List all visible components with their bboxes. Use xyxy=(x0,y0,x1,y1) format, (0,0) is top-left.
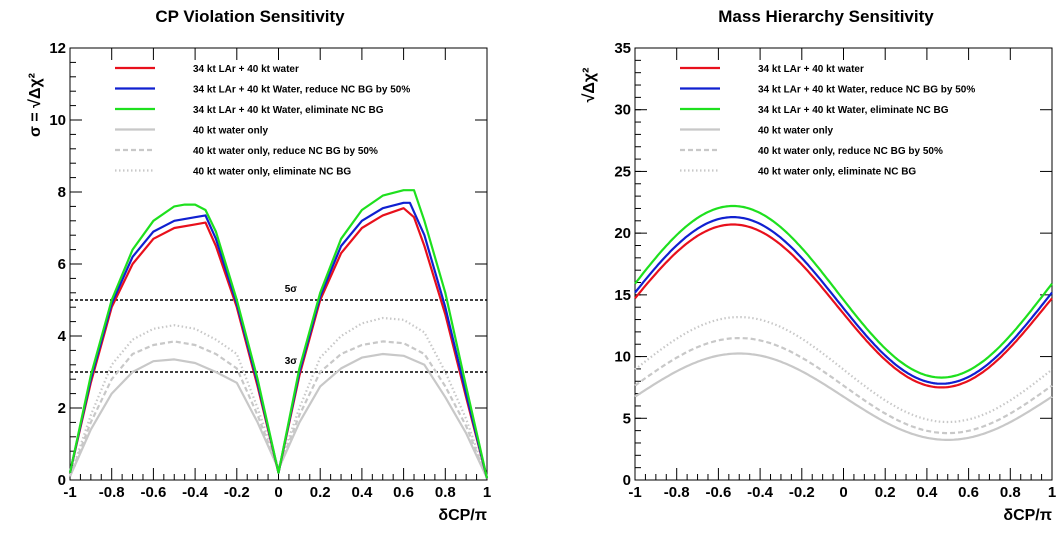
x-tick-label: -0.6 xyxy=(705,484,731,501)
x-tick-label: 0.8 xyxy=(435,484,456,501)
reference-line-label: 3σ xyxy=(285,356,298,367)
x-axis-label: δCP/π xyxy=(438,507,487,524)
x-tick-label: 1 xyxy=(483,484,491,501)
x-tick-label: 1 xyxy=(1048,484,1056,501)
chart-title: CP Violation Sensitivity xyxy=(155,7,345,26)
series-line xyxy=(634,204,1053,379)
x-tick-label: 0 xyxy=(839,484,847,501)
series-line xyxy=(634,316,1053,424)
y-tick-label: 12 xyxy=(49,40,66,57)
legend-label: 40 kt water only xyxy=(193,126,268,137)
y-tick-label: 20 xyxy=(614,225,631,242)
x-tick-label: -0.8 xyxy=(664,484,690,501)
y-tick-label: 35 xyxy=(614,40,631,57)
legend-label: 40 kt water only, eliminate NC BG xyxy=(193,167,351,178)
x-tick-label: 0.2 xyxy=(875,484,896,501)
legend-label: 34 kt LAr + 40 kt water xyxy=(193,64,299,75)
series-line xyxy=(68,316,489,479)
x-axis-label: δCP/π xyxy=(1003,507,1052,524)
x-tick-label: -1 xyxy=(63,484,76,501)
x-tick-label: -0.2 xyxy=(789,484,815,501)
legend-label: 34 kt LAr + 40 kt Water, eliminate NC BG xyxy=(193,105,384,116)
x-tick-label: 0 xyxy=(274,484,282,501)
x-tick-label: 0.6 xyxy=(393,484,414,501)
x-tick-label: -0.4 xyxy=(182,484,209,501)
y-tick-label: 2 xyxy=(58,400,66,417)
y-tick-label: 0 xyxy=(623,472,631,489)
y-axis-label: σ = √Δχ² xyxy=(27,73,44,137)
x-tick-label: -1 xyxy=(628,484,641,501)
x-tick-label: -0.2 xyxy=(224,484,250,501)
series-line xyxy=(68,340,489,479)
legend-label: 40 kt water only, reduce NC BG by 50% xyxy=(758,146,943,157)
y-tick-label: 25 xyxy=(614,163,631,180)
legend-label: 34 kt LAr + 40 kt Water, eliminate NC BG xyxy=(758,105,949,116)
y-tick-label: 15 xyxy=(614,287,631,304)
legend-label: 34 kt LAr + 40 kt Water, reduce NC BG by… xyxy=(758,85,975,96)
y-axis-label: √Δχ² xyxy=(581,68,598,103)
series-line xyxy=(634,352,1053,441)
x-tick-label: 0.8 xyxy=(1000,484,1021,501)
cp-violation-chart: CP Violation Sensitivity σ = √Δχ² δCP/π … xyxy=(27,7,491,524)
legend-label: 40 kt water only, reduce NC BG by 50% xyxy=(193,146,378,157)
x-tick-label: -0.8 xyxy=(99,484,125,501)
series-line xyxy=(634,223,1053,389)
series-line xyxy=(634,337,1053,435)
series-line xyxy=(634,216,1053,385)
x-tick-label: 0.4 xyxy=(351,484,373,501)
legend-label: 34 kt LAr + 40 kt Water, reduce NC BG by… xyxy=(193,85,410,96)
x-tick-label: -0.6 xyxy=(140,484,166,501)
series-line xyxy=(68,352,488,479)
mass-hierarchy-chart: Mass Hierarchy Sensitivity √Δχ² δCP/π -1… xyxy=(581,7,1056,524)
series-line xyxy=(68,189,489,479)
legend-label: 40 kt water only, eliminate NC BG xyxy=(758,167,916,178)
legend-label: 34 kt LAr + 40 kt water xyxy=(758,64,864,75)
y-tick-label: 30 xyxy=(614,102,631,119)
x-tick-label: 0.4 xyxy=(916,484,938,501)
y-axis-label-text: √Δχ² xyxy=(581,68,598,103)
y-tick-label: 0 xyxy=(58,472,66,489)
x-tick-label: 0.6 xyxy=(958,484,979,501)
y-tick-label: 10 xyxy=(614,349,631,366)
legend-label: 40 kt water only xyxy=(758,126,833,137)
y-tick-label: 8 xyxy=(58,184,66,201)
chart-title: Mass Hierarchy Sensitivity xyxy=(718,7,934,26)
reference-line-label: 5σ xyxy=(285,284,298,295)
y-axis-label-text: σ = √Δχ² xyxy=(27,73,44,137)
y-tick-label: 4 xyxy=(58,328,67,345)
y-tick-label: 5 xyxy=(623,410,631,427)
y-tick-label: 10 xyxy=(49,112,66,129)
x-tick-label: 0.2 xyxy=(310,484,331,501)
x-tick-label: -0.4 xyxy=(747,484,774,501)
y-tick-label: 6 xyxy=(58,256,66,273)
